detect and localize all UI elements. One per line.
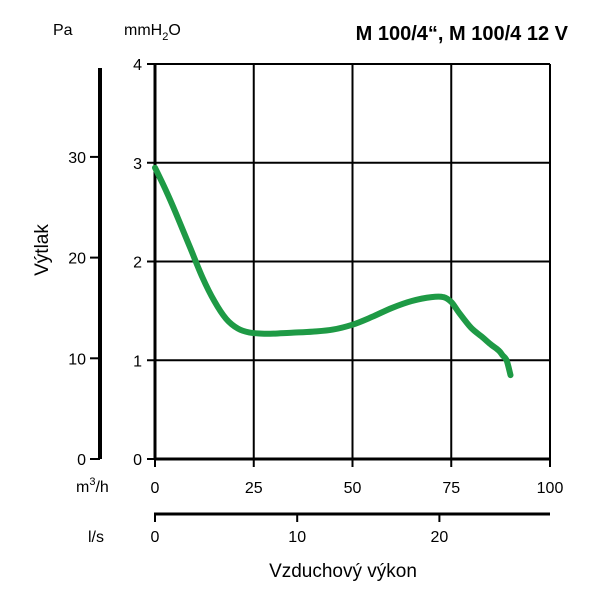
axes — [90, 63, 551, 522]
labels: Pa mmH2O M 100/4“, M 100/4 12 V Výtlak m… — [32, 22, 569, 582]
x-axis-title: Vzduchový výkon — [269, 561, 417, 582]
x-tick-label: 50 — [344, 480, 362, 497]
x2-tick-label: 0 — [151, 529, 160, 546]
chart-title: M 100/4“, M 100/4 12 V — [356, 23, 569, 45]
y-unit-mm-tail: O — [168, 22, 180, 39]
y-tick-label: 4 — [133, 57, 142, 74]
x-tick-label: 100 — [537, 480, 564, 497]
y-pa-tick-label: 20 — [68, 251, 86, 268]
y-pa-tick-label: 30 — [68, 150, 86, 167]
x2-tick-label: 10 — [288, 529, 306, 546]
x-unit-base: m — [76, 479, 89, 496]
y-unit-mm-base: mmH — [124, 22, 162, 39]
x-tick-label: 75 — [442, 480, 460, 497]
x-unit-m3h: m3/h — [76, 476, 109, 496]
y-tick-label: 1 — [133, 353, 142, 370]
y-unit-mm-sub: 2 — [162, 31, 168, 43]
x-tick-label: 0 — [151, 480, 160, 497]
x-tick-label: 25 — [245, 480, 263, 497]
y-unit-mmh2o: mmH2O — [124, 22, 181, 43]
x2-tick-label: 20 — [431, 529, 449, 546]
series-line — [152, 164, 514, 379]
x-unit-tail: /h — [95, 479, 108, 496]
x-unit-sup: 3 — [89, 476, 95, 488]
y-tick-label: 3 — [133, 156, 142, 173]
y-axis-title: Výtlak — [32, 224, 53, 276]
y-unit-pa: Pa — [53, 22, 73, 39]
grid — [155, 63, 551, 459]
y-pa-tick-label: 10 — [68, 351, 86, 368]
y-pa-tick-label: 0 — [77, 452, 86, 469]
y-tick-label: 0 — [133, 452, 142, 469]
x2-unit-ls: l/s — [88, 529, 104, 546]
y-tick-label: 2 — [133, 255, 142, 272]
series-layer — [152, 164, 514, 379]
